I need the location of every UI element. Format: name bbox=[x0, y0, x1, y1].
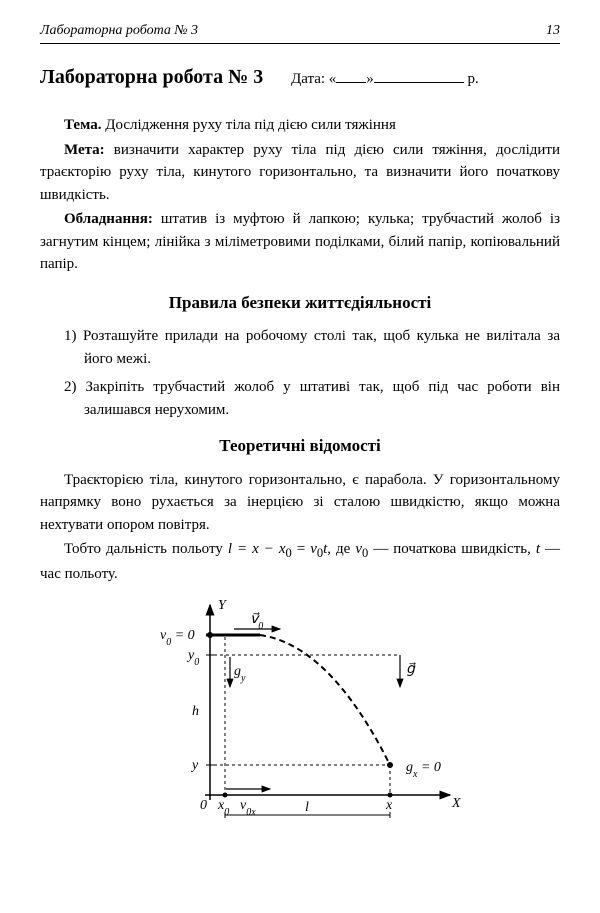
theory-p2c: — початкова швидкість, bbox=[368, 541, 536, 557]
page-number: 13 bbox=[546, 20, 560, 41]
date-block: Дата: « » р. bbox=[291, 71, 479, 87]
date-day-blank[interactable] bbox=[336, 69, 366, 83]
theory-p2a: Тобто дальність польоту bbox=[64, 541, 228, 557]
meta-text: визначити характер руху тіла під дією си… bbox=[40, 142, 560, 203]
theory-title: Теоретичні відомості bbox=[40, 433, 560, 459]
date-suffix: р. bbox=[468, 71, 479, 87]
main-title: Лабораторна робота № 3 bbox=[40, 66, 263, 88]
tema-label: Тема. bbox=[64, 117, 101, 133]
safety-title: Правила безпеки життєдіяльності bbox=[40, 290, 560, 316]
meta-label: Мета: bbox=[64, 142, 105, 158]
x-axis-label: X bbox=[451, 796, 461, 811]
safety-list: 1) Розташуйте прилади на робочому столі … bbox=[40, 325, 560, 421]
svg-text:x: x bbox=[385, 798, 393, 813]
svg-text:gx = 0: gx = 0 bbox=[406, 760, 441, 780]
date-month-blank[interactable] bbox=[374, 69, 464, 83]
list-item: 2) Закріпіть трубчастий жолоб у штативі … bbox=[64, 376, 560, 421]
theory-p2: Тобто дальність польоту l = x − x0 = v0t… bbox=[40, 538, 560, 585]
obladnannya-label: Обладнання: bbox=[64, 211, 153, 227]
date-close: » bbox=[366, 71, 374, 87]
date-label: Дата: « bbox=[291, 71, 336, 87]
svg-text:y0: y0 bbox=[186, 648, 199, 668]
svg-text:0: 0 bbox=[200, 798, 207, 813]
svg-text:h: h bbox=[192, 704, 199, 719]
list-item: 1) Розташуйте прилади на робочому столі … bbox=[64, 325, 560, 370]
obladnannya-para: Обладнання: штатив із муфтою й лапкою; к… bbox=[40, 208, 560, 276]
y-axis-label: Y bbox=[218, 598, 228, 613]
svg-text:y: y bbox=[190, 758, 199, 773]
running-head-left: Лабораторна робота № 3 bbox=[40, 20, 198, 41]
svg-text:l: l bbox=[305, 800, 309, 815]
svg-text:g⃗: g⃗ bbox=[406, 662, 416, 677]
svg-text:gy: gy bbox=[234, 664, 246, 684]
theory-p2b: , де bbox=[327, 541, 355, 557]
tema-para: Тема. Дослідження руху тіла під дією сил… bbox=[40, 114, 560, 137]
trajectory-diagram: Y X 0 v0 = 0 v⃗0 y0 gy g⃗ h y bbox=[40, 595, 560, 833]
svg-text:v0 = 0: v0 = 0 bbox=[160, 628, 195, 648]
tema-text: Дослідження руху тіла під дією сили тяжі… bbox=[101, 117, 395, 133]
formula: l = x − x0 = v0t bbox=[228, 541, 327, 557]
v0-symbol: v0 bbox=[355, 541, 368, 557]
theory-p1: Траєкторією тіла, кинутого горизонтально… bbox=[40, 469, 560, 537]
meta-para: Мета: визначити характер руху тіла під д… bbox=[40, 139, 560, 207]
